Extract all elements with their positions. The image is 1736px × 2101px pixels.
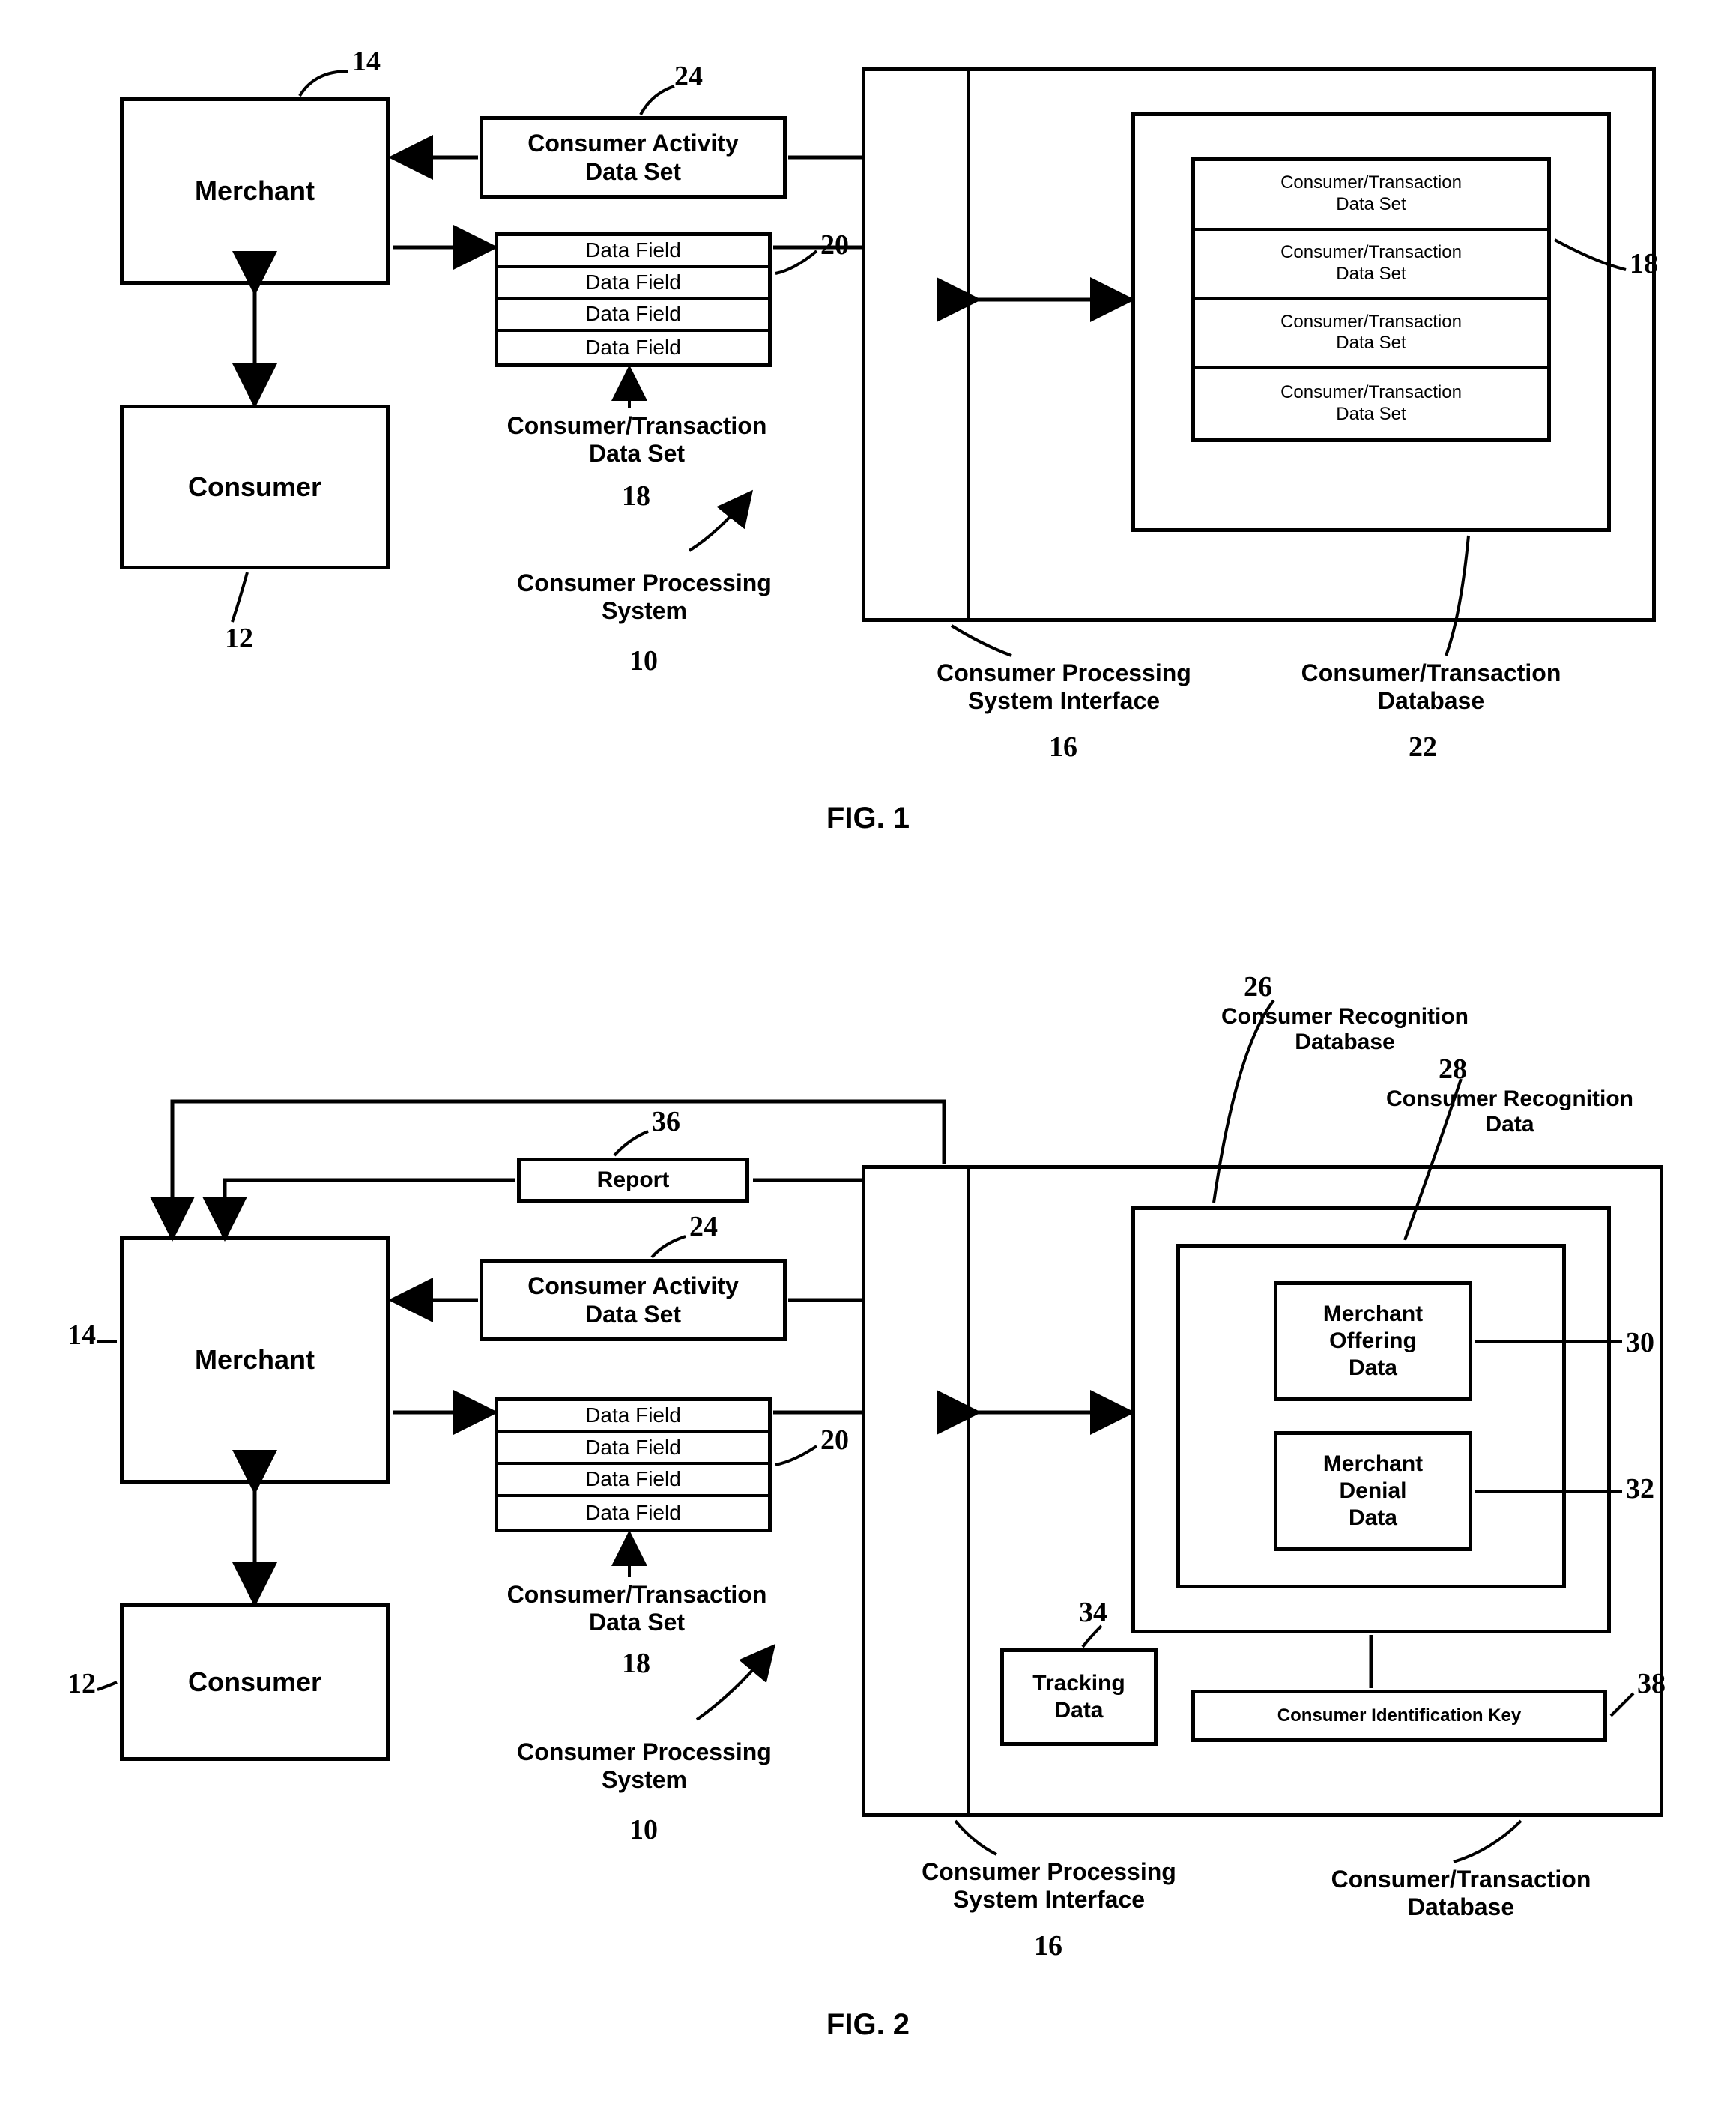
activity-label: Consumer Activity Data Set xyxy=(527,129,739,187)
activity-label-2: Consumer Activity Data Set xyxy=(527,1272,739,1329)
cik-label: Consumer Identification Key xyxy=(1277,1705,1521,1726)
merchant-label-2: Merchant xyxy=(195,1344,315,1376)
ctds-item: Consumer/Transaction Data Set xyxy=(1195,369,1547,438)
ref-14-2: 14 xyxy=(67,1319,96,1352)
mdenial-box: Merchant Denial Data xyxy=(1274,1431,1472,1551)
tracking-box: Tracking Data xyxy=(1000,1648,1158,1746)
report-label: Report xyxy=(597,1167,670,1193)
cps-caption-2: Consumer Processing System xyxy=(465,1738,824,1794)
ref-22: 22 xyxy=(1409,731,1437,764)
cpsi-caption-2: Consumer Processing System Interface xyxy=(884,1858,1214,1914)
ref-20-2: 20 xyxy=(820,1424,849,1457)
ref-32: 32 xyxy=(1626,1472,1654,1505)
datafield-row: Data Field xyxy=(498,332,768,363)
fig1-title: FIG. 1 xyxy=(0,802,1736,835)
report-box: Report xyxy=(517,1158,749,1203)
ref-34: 34 xyxy=(1079,1596,1107,1629)
consumer-box: Consumer xyxy=(120,405,390,569)
ctds-item: Consumer/Transaction Data Set xyxy=(1195,231,1547,300)
ref-24: 24 xyxy=(674,60,703,93)
datafield-row: Data Field xyxy=(498,300,768,332)
ref-18b: 18 xyxy=(1630,247,1658,280)
cps-caption: Consumer Processing System xyxy=(465,569,824,625)
interface-separator xyxy=(967,67,970,622)
ctds-item: Consumer/Transaction Data Set xyxy=(1195,161,1547,231)
figure-2: Merchant Consumer Report Consumer Activi… xyxy=(0,959,1736,2083)
ref-14: 14 xyxy=(352,45,381,78)
cpsi-caption: Consumer Processing System Interface xyxy=(899,659,1229,715)
ref-16: 16 xyxy=(1049,731,1077,764)
moffer-label: Merchant Offering Data xyxy=(1323,1301,1423,1382)
consumer-box-2: Consumer xyxy=(120,1603,390,1761)
ref-18a: 18 xyxy=(622,480,650,513)
ctds-item: Consumer/Transaction Data Set xyxy=(1195,300,1547,369)
datafield-row: Data Field xyxy=(498,236,768,268)
activity-box-2: Consumer Activity Data Set xyxy=(480,1259,787,1341)
ref-38: 38 xyxy=(1637,1667,1666,1700)
ref-36: 36 xyxy=(652,1105,680,1138)
datafield-row: Data Field xyxy=(498,1465,768,1497)
fig2-title: FIG. 2 xyxy=(0,2008,1736,2042)
ref-18-2: 18 xyxy=(622,1647,650,1680)
crd-caption: Consumer Recognition Database xyxy=(1176,1004,1513,1055)
ref-24-2: 24 xyxy=(689,1210,718,1243)
ref-28: 28 xyxy=(1439,1053,1467,1086)
ctds-caption: Consumer/Transaction Data Set xyxy=(457,412,817,468)
figure-1: Merchant Consumer Consumer Activity Data… xyxy=(0,0,1736,899)
db-caption: Consumer/Transaction Database xyxy=(1259,659,1603,715)
ref-12-2: 12 xyxy=(67,1667,96,1700)
datafield-row: Data Field xyxy=(498,1401,768,1433)
ref-16-2: 16 xyxy=(1034,1929,1062,1962)
ref-26: 26 xyxy=(1244,970,1272,1003)
datafield-row: Data Field xyxy=(498,1433,768,1466)
datafield-stack: Data Field Data Field Data Field Data Fi… xyxy=(495,232,772,367)
ctds-caption-2: Consumer/Transaction Data Set xyxy=(457,1581,817,1636)
ref-20: 20 xyxy=(820,229,849,262)
ref-12: 12 xyxy=(225,622,253,655)
mdenial-label: Merchant Denial Data xyxy=(1323,1451,1423,1532)
datafield-stack-2: Data Field Data Field Data Field Data Fi… xyxy=(495,1397,772,1532)
consumer-label: Consumer xyxy=(188,471,321,503)
merchant-box-2: Merchant xyxy=(120,1236,390,1484)
ref-10-2: 10 xyxy=(629,1813,658,1846)
crdata-caption: Consumer Recognition Data xyxy=(1341,1086,1678,1137)
ctds-stack: Consumer/Transaction Data Set Consumer/T… xyxy=(1191,157,1551,442)
interface-separator-2 xyxy=(967,1165,970,1817)
merchant-box: Merchant xyxy=(120,97,390,285)
ref-30: 30 xyxy=(1626,1326,1654,1359)
activity-box: Consumer Activity Data Set xyxy=(480,116,787,199)
cik-box: Consumer Identification Key xyxy=(1191,1690,1607,1742)
moffer-box: Merchant Offering Data xyxy=(1274,1281,1472,1401)
datafield-row: Data Field xyxy=(498,268,768,300)
merchant-label: Merchant xyxy=(195,175,315,207)
ref-10: 10 xyxy=(629,644,658,677)
tracking-label: Tracking Data xyxy=(1032,1670,1125,1724)
consumer-label-2: Consumer xyxy=(188,1666,321,1698)
datafield-row: Data Field xyxy=(498,1497,768,1529)
db-caption-2: Consumer/Transaction Database xyxy=(1289,1866,1633,1921)
